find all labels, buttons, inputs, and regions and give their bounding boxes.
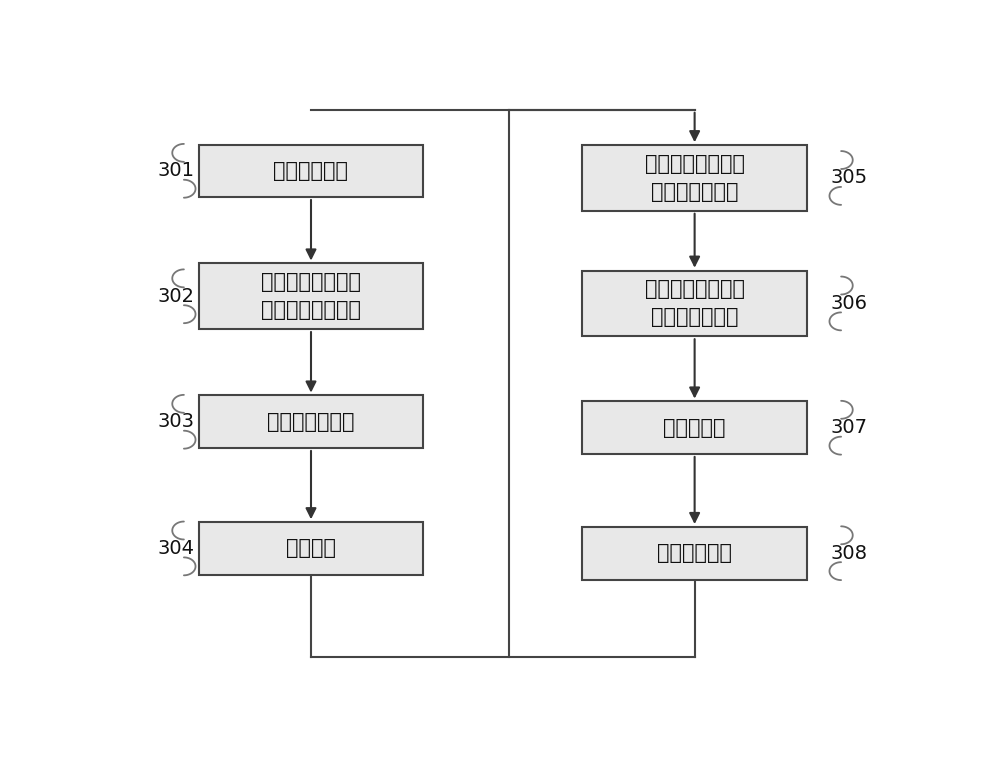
Text: 307: 307 — [830, 418, 867, 437]
Text: 304: 304 — [158, 539, 195, 558]
Text: 多因子实验: 多因子实验 — [663, 417, 726, 438]
Text: 建立单个因子和中
间变量之间关系: 建立单个因子和中 间变量之间关系 — [645, 154, 745, 202]
Text: 确定和中间变量关
系密切的可控因子: 确定和中间变量关 系密切的可控因子 — [261, 272, 361, 320]
Bar — [582, 145, 807, 211]
Bar — [199, 522, 423, 575]
Text: 306: 306 — [830, 294, 867, 313]
Text: 302: 302 — [158, 287, 195, 306]
Text: 确定最优方式: 确定最优方式 — [657, 543, 732, 563]
Text: 进行单因子实验: 进行单因子实验 — [267, 412, 355, 431]
Text: 305: 305 — [830, 168, 867, 188]
Text: 303: 303 — [158, 412, 195, 431]
Text: 308: 308 — [830, 544, 867, 563]
Bar — [199, 144, 423, 197]
Text: 因子筛选: 因子筛选 — [286, 539, 336, 559]
Text: 筛选中间变量: 筛选中间变量 — [274, 161, 349, 181]
Bar — [582, 527, 807, 580]
Text: 301: 301 — [158, 161, 195, 180]
Bar — [199, 396, 423, 448]
Bar — [582, 271, 807, 336]
Bar — [199, 263, 423, 329]
Bar — [582, 401, 807, 454]
Text: 建立单个因子和优
化运行之间关系: 建立单个因子和优 化运行之间关系 — [645, 279, 745, 327]
